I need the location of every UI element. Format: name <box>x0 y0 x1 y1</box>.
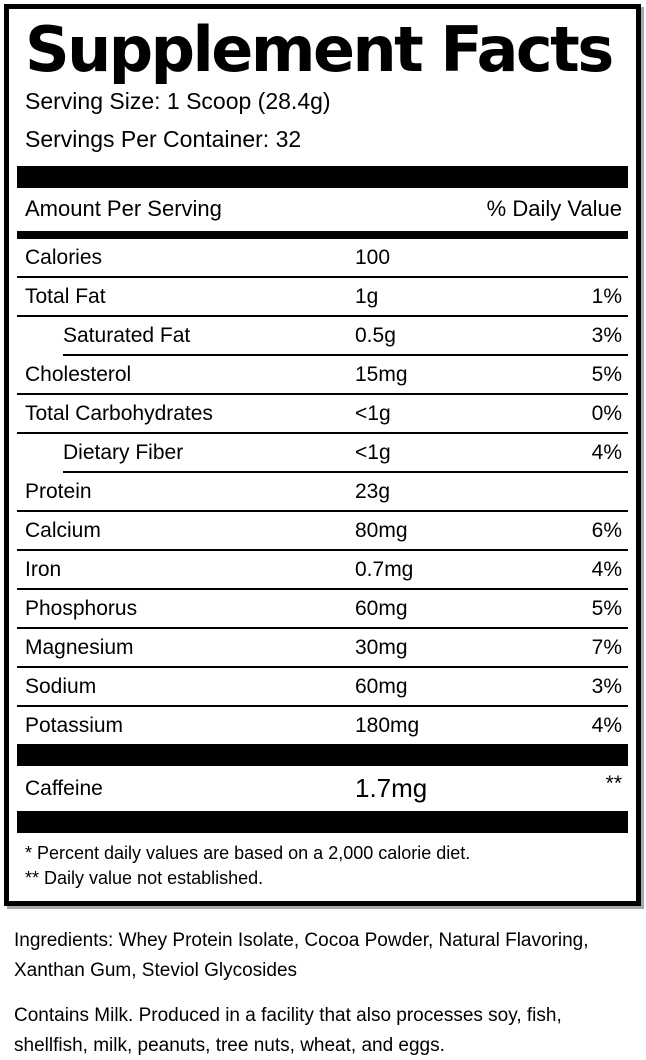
nutrient-row: Sodium 60mg 3% <box>15 668 630 705</box>
nutrient-name: Total Fat <box>25 284 106 308</box>
row-separator <box>17 315 628 318</box>
nutrient-amount: 1g <box>355 284 379 308</box>
row-separator <box>17 666 628 669</box>
nutrient-name: Protein <box>25 479 92 503</box>
nutrient-daily-value: 0% <box>591 401 622 425</box>
row-separator <box>17 393 628 396</box>
panel-title: Supplement Facts <box>25 13 614 86</box>
divider-bar-top <box>17 166 628 189</box>
nutrient-name: Sodium <box>25 674 97 698</box>
footnote-not-established: ** Daily value not established. <box>25 868 264 889</box>
nutrient-name: Saturated Fat <box>63 323 191 347</box>
nutrient-name: Potassium <box>25 713 124 737</box>
nutrient-amount: 1.7mg <box>355 773 428 804</box>
nutrient-amount: 60mg <box>355 596 408 620</box>
nutrient-amount: 23g <box>355 479 391 503</box>
nutrient-amount: 0.7mg <box>355 557 414 581</box>
row-separator <box>17 510 628 513</box>
row-separator <box>17 549 628 552</box>
row-separator <box>17 588 628 591</box>
nutrient-daily-value: 1% <box>591 284 622 308</box>
row-separator <box>63 354 628 357</box>
nutrient-daily-value: 3% <box>591 674 622 698</box>
nutrient-row: Dietary Fiber <1g 4% <box>15 434 630 471</box>
caffeine-row: Caffeine 1.7mg ** <box>15 766 630 811</box>
nutrient-daily-value: 7% <box>591 635 622 659</box>
nutrient-amount: 0.5g <box>355 323 396 347</box>
nutrient-amount: 60mg <box>355 674 408 698</box>
nutrient-row: Total Carbohydrates <1g 0% <box>15 395 630 432</box>
nutrient-name: Calories <box>25 245 103 269</box>
divider-bar-caffeine-top <box>17 744 628 767</box>
row-separator <box>17 276 628 279</box>
nutrient-name: Magnesium <box>25 635 134 659</box>
nutrient-amount: <1g <box>355 440 391 464</box>
amount-per-serving-header: Amount Per Serving <box>25 196 222 222</box>
supplement-facts-panel: Supplement Facts Serving Size: 1 Scoop (… <box>4 4 641 907</box>
row-separator <box>17 627 628 630</box>
nutrient-row: Magnesium 30mg 7% <box>15 629 630 666</box>
servings-per-container-text: Servings Per Container: 32 <box>25 126 302 153</box>
serving-size-text: Serving Size: 1 Scoop (28.4g) <box>25 88 331 115</box>
footnotes: * Percent daily values are based on a 2,… <box>15 833 630 893</box>
nutrient-amount: 180mg <box>355 713 420 737</box>
divider-bar-caffeine-bottom <box>17 811 628 834</box>
ingredients-text: Ingredients: Whey Protein Isolate, Cocoa… <box>14 930 589 981</box>
nutrient-name: Calcium <box>25 518 101 542</box>
divider-bar-header <box>17 231 628 240</box>
nutrient-rows: Calories 100 Total Fat 1g 1% Saturated Fat 0.5… <box>15 239 630 744</box>
daily-value-header: % Daily Value <box>486 196 622 222</box>
nutrient-row: Potassium 180mg 4% <box>15 707 630 744</box>
nutrient-row: Saturated Fat 0.5g 3% <box>15 317 630 354</box>
nutrient-daily-value: ** <box>605 772 622 796</box>
allergen-text: Contains Milk. Produced in a facility th… <box>14 1005 562 1056</box>
nutrient-amount: <1g <box>355 401 391 425</box>
row-separator <box>17 432 628 435</box>
nutrient-row: Protein 23g <box>15 473 630 510</box>
nutrient-daily-value: 4% <box>591 557 622 581</box>
nutrient-name: Dietary Fiber <box>63 440 184 464</box>
nutrient-amount: 80mg <box>355 518 408 542</box>
nutrient-row: Iron 0.7mg 4% <box>15 551 630 588</box>
nutrient-name: Caffeine <box>25 776 103 800</box>
nutrient-amount: 15mg <box>355 362 408 386</box>
footnote-daily-values: * Percent daily values are based on a 2,… <box>25 843 471 864</box>
nutrient-row: Calcium 80mg 6% <box>15 512 630 549</box>
row-separator <box>17 705 628 708</box>
nutrient-daily-value: 5% <box>591 362 622 386</box>
nutrient-amount: 30mg <box>355 635 408 659</box>
nutrient-daily-value: 3% <box>591 323 622 347</box>
nutrient-daily-value: 4% <box>591 440 622 464</box>
nutrient-row: Total Fat 1g 1% <box>15 278 630 315</box>
nutrient-row: Cholesterol 15mg 5% <box>15 356 630 393</box>
nutrient-row: Phosphorus 60mg 5% <box>15 590 630 627</box>
nutrient-row: Calories 100 <box>15 239 630 276</box>
nutrient-name: Cholesterol <box>25 362 132 386</box>
nutrient-daily-value: 6% <box>591 518 622 542</box>
nutrient-name: Phosphorus <box>25 596 138 620</box>
nutrient-amount: 100 <box>355 245 391 269</box>
nutrient-daily-value: 4% <box>591 713 622 737</box>
nutrient-daily-value: 5% <box>591 596 622 620</box>
column-header-row: Amount Per Serving % Daily Value <box>15 188 630 231</box>
nutrient-name: Total Carbohydrates <box>25 401 213 425</box>
nutrient-name: Iron <box>25 557 62 581</box>
row-separator <box>63 471 628 474</box>
